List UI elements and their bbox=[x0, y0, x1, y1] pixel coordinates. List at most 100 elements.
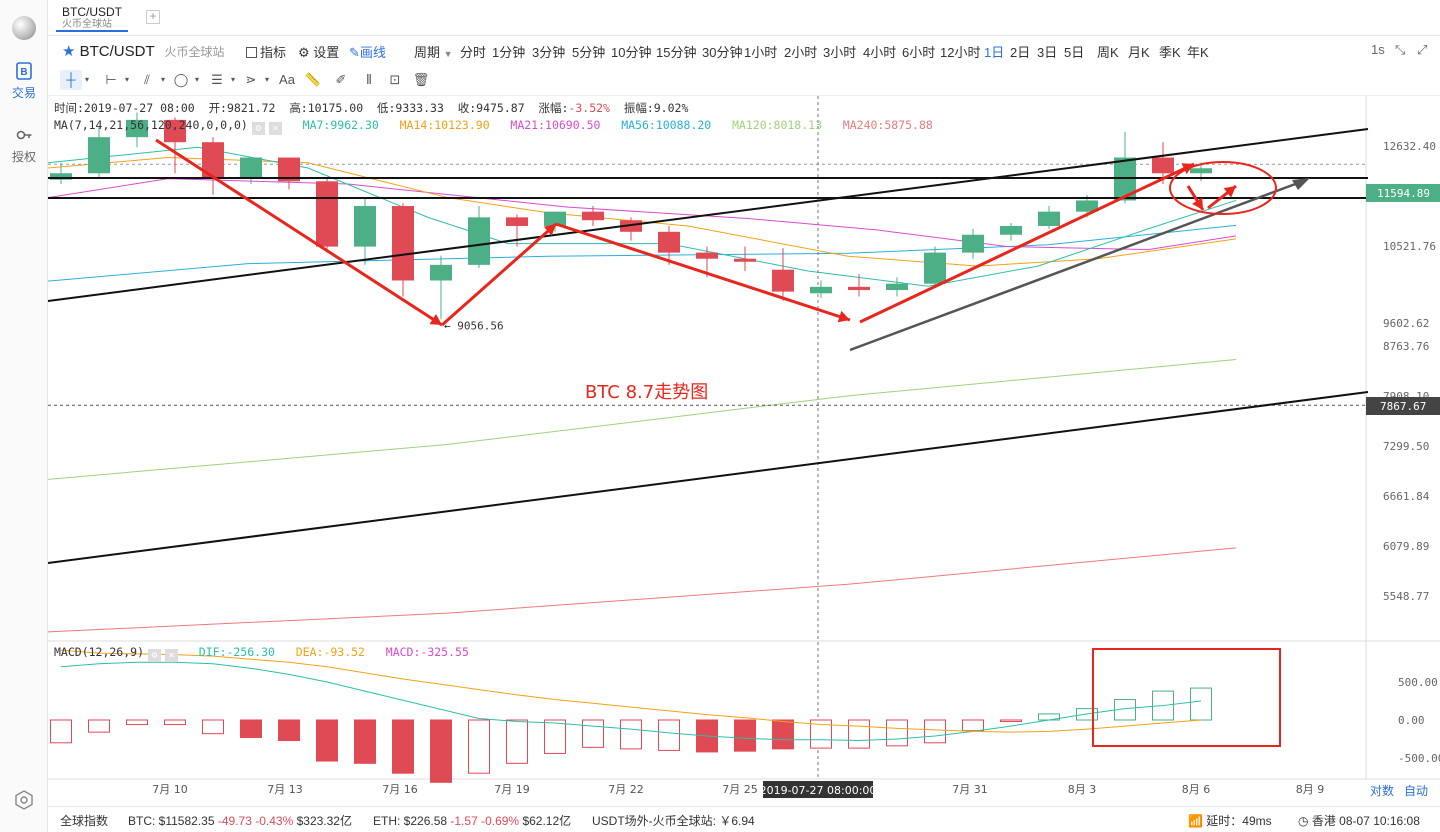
indicator-icon bbox=[246, 47, 257, 58]
period-14[interactable]: 2日 bbox=[1010, 45, 1031, 60]
chevron-down-icon[interactable]: ▾ bbox=[230, 75, 235, 84]
chart-area[interactable]: ← 9056.56 BTC 8.7走势图 12632.40 10521.76 9602.… bbox=[48, 96, 1440, 800]
chevron-down-icon[interactable]: ▾ bbox=[124, 75, 129, 84]
symbol-title: ★ BTC/USDT 火币全球站 bbox=[62, 42, 225, 60]
period-15[interactable]: 3日 bbox=[1037, 45, 1058, 60]
x-tick-label: 7月 31 bbox=[952, 783, 988, 796]
grey-trend-arrow bbox=[849, 181, 1299, 352]
add-tab-button[interactable]: + bbox=[146, 10, 160, 24]
y-tick-label: 6661.84 bbox=[1383, 490, 1430, 503]
info-close: 收:9475.87 bbox=[457, 101, 525, 115]
draw-lines-button[interactable]: ✎画线 bbox=[349, 42, 386, 61]
ma-settings-icon[interactable]: ⚙ bbox=[251, 122, 265, 135]
trend-line-tool[interactable]: ⫽ bbox=[136, 70, 158, 90]
text-tool[interactable]: Aa bbox=[279, 72, 295, 87]
ma120-line bbox=[48, 358, 1237, 480]
macd-settings-icon[interactable]: ⚙ bbox=[148, 649, 162, 662]
star-icon[interactable]: ★ bbox=[62, 43, 76, 60]
eth-ticker: ETH: $226.58 -1.57 -0.69% $62.12亿 bbox=[373, 812, 571, 829]
settings-hex-icon[interactable] bbox=[14, 790, 34, 810]
log-scale-toggle[interactable]: 对数 bbox=[1370, 783, 1394, 798]
rail-trade[interactable]: B 交易 bbox=[0, 62, 48, 101]
period-dropdown[interactable]: 周期 ▼ bbox=[414, 42, 453, 61]
period-12[interactable]: 12小时 bbox=[940, 45, 981, 60]
pencil-magnet-icon: ✐ bbox=[335, 72, 347, 87]
tab-bar: BTC/USDT 火币全球站 + bbox=[48, 0, 1440, 36]
visibility-tool[interactable]: ⦀ bbox=[358, 70, 380, 90]
rail-authorize[interactable]: 授权 bbox=[0, 126, 48, 165]
candle-body bbox=[962, 234, 984, 253]
period-6[interactable]: 30分钟 bbox=[702, 45, 743, 60]
macd-close-icon[interactable]: ✕ bbox=[165, 649, 179, 662]
period-17[interactable]: 周K bbox=[1097, 45, 1119, 60]
trade-icon: B bbox=[16, 62, 32, 80]
period-18[interactable]: 月K bbox=[1128, 45, 1150, 60]
red-arrow-head bbox=[837, 310, 850, 323]
red-arrow-head bbox=[429, 313, 442, 325]
fib-tool[interactable]: ☰ bbox=[206, 70, 228, 90]
candle-body bbox=[582, 211, 604, 221]
period-20[interactable]: 年K bbox=[1187, 45, 1209, 60]
period-16[interactable]: 5日 bbox=[1064, 45, 1085, 60]
period-19[interactable]: 季K bbox=[1159, 45, 1181, 60]
indicators-button[interactable]: 指标 bbox=[246, 42, 286, 61]
tab-btc-usdt[interactable]: BTC/USDT 火币全球站 bbox=[56, 4, 128, 32]
rail-trade-label: 交易 bbox=[11, 86, 36, 100]
period-5[interactable]: 15分钟 bbox=[656, 45, 697, 60]
latency-value: 延时：49ms bbox=[1206, 814, 1272, 828]
usdt-otc: USDT场外-火币全球站: ￥6.94 bbox=[592, 814, 755, 828]
chevron-down-icon[interactable]: ▾ bbox=[160, 75, 165, 84]
auto-scale-toggle[interactable]: 自动 bbox=[1404, 784, 1428, 798]
info-time: 时间:2019-07-27 08:00 bbox=[54, 101, 195, 115]
fullscreen-icon[interactable]: ⤢ bbox=[1417, 42, 1428, 57]
x-tick-label: 7月 25 bbox=[722, 783, 758, 796]
chevron-down-icon[interactable]: ▾ bbox=[194, 75, 199, 84]
app-logo[interactable] bbox=[12, 16, 36, 40]
red-circle-highlight bbox=[1169, 161, 1277, 215]
candle-body bbox=[240, 157, 262, 179]
candle-body bbox=[658, 231, 680, 253]
chevron-down-icon[interactable]: ▾ bbox=[264, 75, 269, 84]
delete-tool[interactable]: 🗑 bbox=[410, 70, 432, 90]
settings-button[interactable]: ⚙ 设置 bbox=[298, 42, 339, 61]
period-1[interactable]: 1分钟 bbox=[492, 45, 526, 60]
macd-bar bbox=[620, 719, 642, 750]
candle-body bbox=[430, 264, 452, 281]
ma-close-icon[interactable]: ✕ bbox=[268, 122, 282, 135]
pattern-tool[interactable]: ⋗ bbox=[240, 70, 262, 90]
chevron-down-icon: ▼ bbox=[443, 49, 453, 59]
period-7[interactable]: 1小时 bbox=[744, 45, 778, 60]
magnet-tool[interactable]: ✐ bbox=[330, 70, 352, 90]
period-10[interactable]: 4小时 bbox=[863, 45, 897, 60]
period-13[interactable]: 1日 bbox=[984, 45, 1005, 60]
ruler-tool[interactable]: 📏 bbox=[302, 70, 324, 90]
btc-volume: $323.32亿 bbox=[296, 814, 352, 828]
period-4[interactable]: 10分钟 bbox=[611, 45, 652, 60]
period-9[interactable]: 3小时 bbox=[823, 45, 857, 60]
macd-tick-label: -500.00 bbox=[1398, 752, 1440, 765]
candle-body bbox=[354, 206, 376, 247]
horizontal-line-tool[interactable]: ⊢ bbox=[100, 70, 122, 90]
lock-tool[interactable]: ⊡ bbox=[384, 70, 406, 90]
y-tick-label: 8763.76 bbox=[1383, 340, 1429, 353]
candle-body bbox=[278, 157, 300, 182]
red-arrow-line bbox=[555, 222, 851, 322]
price-chart[interactable]: ← 9056.56 BTC 8.7走势图 12632.40 10521.76 9602.… bbox=[48, 96, 1440, 800]
period-11[interactable]: 6小时 bbox=[902, 45, 936, 60]
period-2[interactable]: 3分钟 bbox=[532, 45, 566, 60]
period-0[interactable]: 分时 bbox=[460, 45, 487, 60]
ma240-value: MA240:5875.88 bbox=[842, 118, 933, 132]
red-arrow-head bbox=[543, 224, 556, 236]
grey-arrow-head bbox=[1292, 178, 1310, 190]
period-8[interactable]: 2小时 bbox=[784, 45, 818, 60]
global-index-label[interactable]: 全球指数 bbox=[60, 814, 109, 828]
period-3[interactable]: 5分钟 bbox=[572, 45, 606, 60]
shrink-icon[interactable]: ⤡ bbox=[1395, 42, 1406, 57]
macd-tick-label: 0.00 bbox=[1398, 714, 1425, 727]
macd-bar bbox=[886, 719, 908, 747]
ellipse-tool[interactable]: ◯ bbox=[170, 70, 192, 90]
crosshair-tool[interactable]: ┼ bbox=[60, 70, 82, 90]
refresh-interval[interactable]: 1s bbox=[1371, 42, 1385, 57]
macd-bar bbox=[354, 719, 376, 764]
chevron-down-icon[interactable]: ▾ bbox=[84, 75, 89, 84]
